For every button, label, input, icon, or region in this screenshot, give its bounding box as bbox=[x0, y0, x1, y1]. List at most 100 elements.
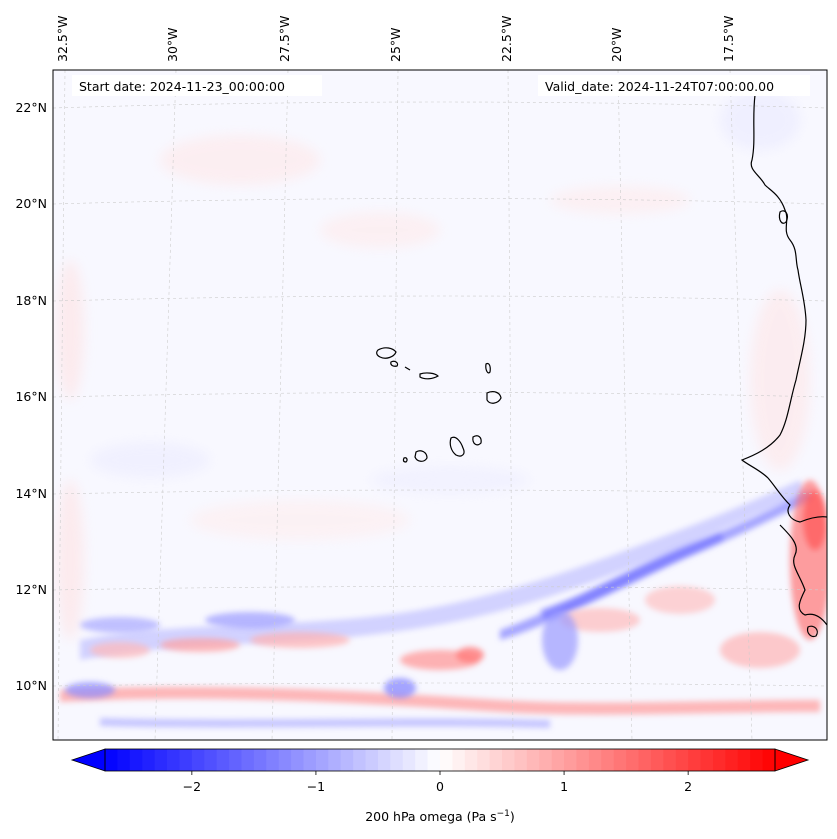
colorbar-tick-label-2: 0 bbox=[436, 779, 444, 794]
colorbar-segment bbox=[539, 749, 553, 771]
colorbar-segment bbox=[750, 749, 764, 771]
colorbar-segment bbox=[626, 749, 640, 771]
lon-label-27-5w: 27.5°W bbox=[277, 16, 292, 62]
lon-label-20w: 20°W bbox=[609, 27, 624, 62]
colorbar-extend-max bbox=[774, 748, 810, 772]
gridline-lat-14 bbox=[53, 489, 827, 495]
valid-date-label: Valid_date: 2024-11-24T07:00:00.00 bbox=[545, 79, 774, 94]
colorbar-segment bbox=[688, 749, 702, 771]
colorbar-segment bbox=[700, 749, 714, 771]
gridline-lon-22-5 bbox=[507, 70, 514, 740]
colorbar-segment bbox=[167, 749, 180, 771]
colorbar-segment bbox=[588, 749, 602, 771]
lat-label-20n: 20°N bbox=[15, 196, 47, 211]
colorbar-label-superscript: −1 bbox=[497, 809, 510, 819]
omega-field bbox=[56, 90, 827, 728]
island-boa-vista bbox=[486, 391, 502, 404]
colorbar-segment bbox=[179, 749, 193, 771]
lat-label-22n: 22°N bbox=[15, 100, 47, 115]
colorbar-segment bbox=[216, 749, 230, 771]
island-brava bbox=[402, 457, 408, 463]
colorbar-segment bbox=[291, 749, 305, 771]
colorbar-segment bbox=[154, 749, 168, 771]
colorbar-segment bbox=[328, 749, 342, 771]
colorbar-segment bbox=[477, 749, 491, 771]
gridline-lat-10 bbox=[53, 682, 827, 687]
map-panel: Start date: 2024-11-23_00:00:00 Valid_da… bbox=[52, 69, 828, 741]
lat-label-18n: 18°N bbox=[15, 293, 47, 308]
colorbar-segment bbox=[601, 749, 615, 771]
colorbar-segment bbox=[105, 749, 118, 771]
african-coastline bbox=[740, 94, 827, 523]
colorbar-segment bbox=[415, 749, 429, 771]
island-santo-antao bbox=[376, 347, 397, 359]
colorbar-tick-label-3: 1 bbox=[560, 779, 568, 794]
gridline-lon-17-5 bbox=[729, 70, 753, 740]
lat-label-16n: 16°N bbox=[15, 389, 47, 404]
colorbar-segment bbox=[340, 749, 354, 771]
gridline-lat-18 bbox=[53, 295, 827, 302]
gridline-lon-20 bbox=[617, 70, 633, 740]
colorbar-segment bbox=[117, 749, 131, 771]
colorbar-segment bbox=[440, 749, 453, 771]
lon-label-25w: 25°W bbox=[388, 27, 403, 62]
colorbar-segment bbox=[204, 749, 218, 771]
colorbar-segment bbox=[464, 749, 478, 771]
lat-labels: 22°N 20°N 18°N 16°N 14°N 12°N 10°N bbox=[15, 100, 47, 693]
lat-label-10n: 10°N bbox=[15, 678, 47, 693]
colorbar-segment bbox=[502, 749, 515, 771]
colorbar-segment bbox=[650, 749, 664, 771]
start-date-box bbox=[72, 75, 322, 96]
lon-label-22-5w: 22.5°W bbox=[499, 16, 514, 62]
gridline-lon-30 bbox=[154, 70, 177, 740]
map-frame bbox=[52, 69, 828, 741]
colorbar-segment bbox=[675, 749, 689, 771]
lon-label-32-5w: 32.5°W bbox=[55, 16, 70, 62]
island-santiago bbox=[449, 436, 465, 457]
lat-label-14n: 14°N bbox=[15, 486, 47, 501]
colorbar-segment bbox=[129, 749, 143, 771]
colorbar-segment bbox=[253, 749, 267, 771]
colorbar-segment bbox=[266, 749, 280, 771]
gridline-lat-12 bbox=[53, 586, 827, 591]
colorbar-label-prefix: 200 hPa omega (Pa s bbox=[365, 809, 496, 824]
start-date-label: Start date: 2024-11-23_00:00:00 bbox=[79, 79, 285, 94]
lon-label-30w: 30°W bbox=[165, 27, 180, 62]
african-coastline-south bbox=[779, 524, 827, 626]
colorbar-segment bbox=[142, 749, 156, 771]
colorbar-tick-label-1: −1 bbox=[307, 779, 325, 794]
colorbar-segment bbox=[489, 749, 503, 771]
island-sao-vicente bbox=[390, 360, 399, 367]
colorbar-segment bbox=[576, 749, 590, 771]
colorbar-segment bbox=[365, 749, 379, 771]
colorbar-segment bbox=[402, 749, 416, 771]
colorbar-segment bbox=[663, 749, 677, 771]
gridline-lat-22 bbox=[53, 101, 827, 109]
colorbar-segments bbox=[105, 749, 776, 771]
colorbar-ticks: −2 −1 0 1 2 bbox=[183, 771, 692, 794]
gridline-lat-16 bbox=[53, 392, 827, 398]
island-maio bbox=[472, 435, 482, 446]
colorbar-segment bbox=[377, 749, 391, 771]
island-santa-luzia bbox=[404, 366, 411, 371]
colorbar-segment bbox=[564, 749, 577, 771]
lat-label-12n: 12°N bbox=[15, 582, 47, 597]
island-sal bbox=[485, 362, 491, 374]
colorbar-segment bbox=[514, 749, 528, 771]
island-fogo bbox=[414, 450, 428, 462]
gridline-lon-32-5 bbox=[57, 70, 66, 740]
coast-island-a bbox=[778, 210, 789, 224]
colorbar-segment bbox=[191, 749, 205, 771]
colorbar-extend-min bbox=[70, 748, 106, 772]
colorbar-segment bbox=[762, 749, 776, 771]
graticule bbox=[53, 70, 827, 740]
lon-label-17-5w: 17.5°W bbox=[721, 16, 736, 62]
colorbar-segment bbox=[303, 749, 317, 771]
gridline-lat-20 bbox=[53, 198, 827, 205]
colorbar-segment bbox=[526, 749, 540, 771]
colorbar-segment bbox=[229, 749, 242, 771]
island-sao-nicolau bbox=[419, 372, 439, 380]
colorbar-tick-label-4: 2 bbox=[684, 779, 692, 794]
colorbar-segment bbox=[241, 749, 255, 771]
colorbar-segment bbox=[638, 749, 652, 771]
